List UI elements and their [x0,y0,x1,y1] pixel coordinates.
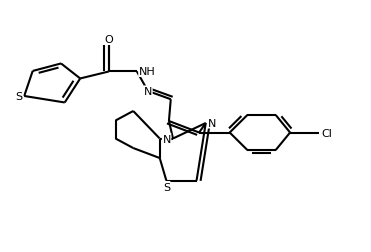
Text: N: N [144,87,152,97]
Text: Cl: Cl [321,128,332,138]
Text: S: S [163,182,170,192]
Text: NH: NH [139,67,155,77]
Text: N: N [208,118,216,129]
Text: O: O [105,35,113,45]
Text: S: S [16,92,23,102]
Text: N: N [162,134,171,144]
